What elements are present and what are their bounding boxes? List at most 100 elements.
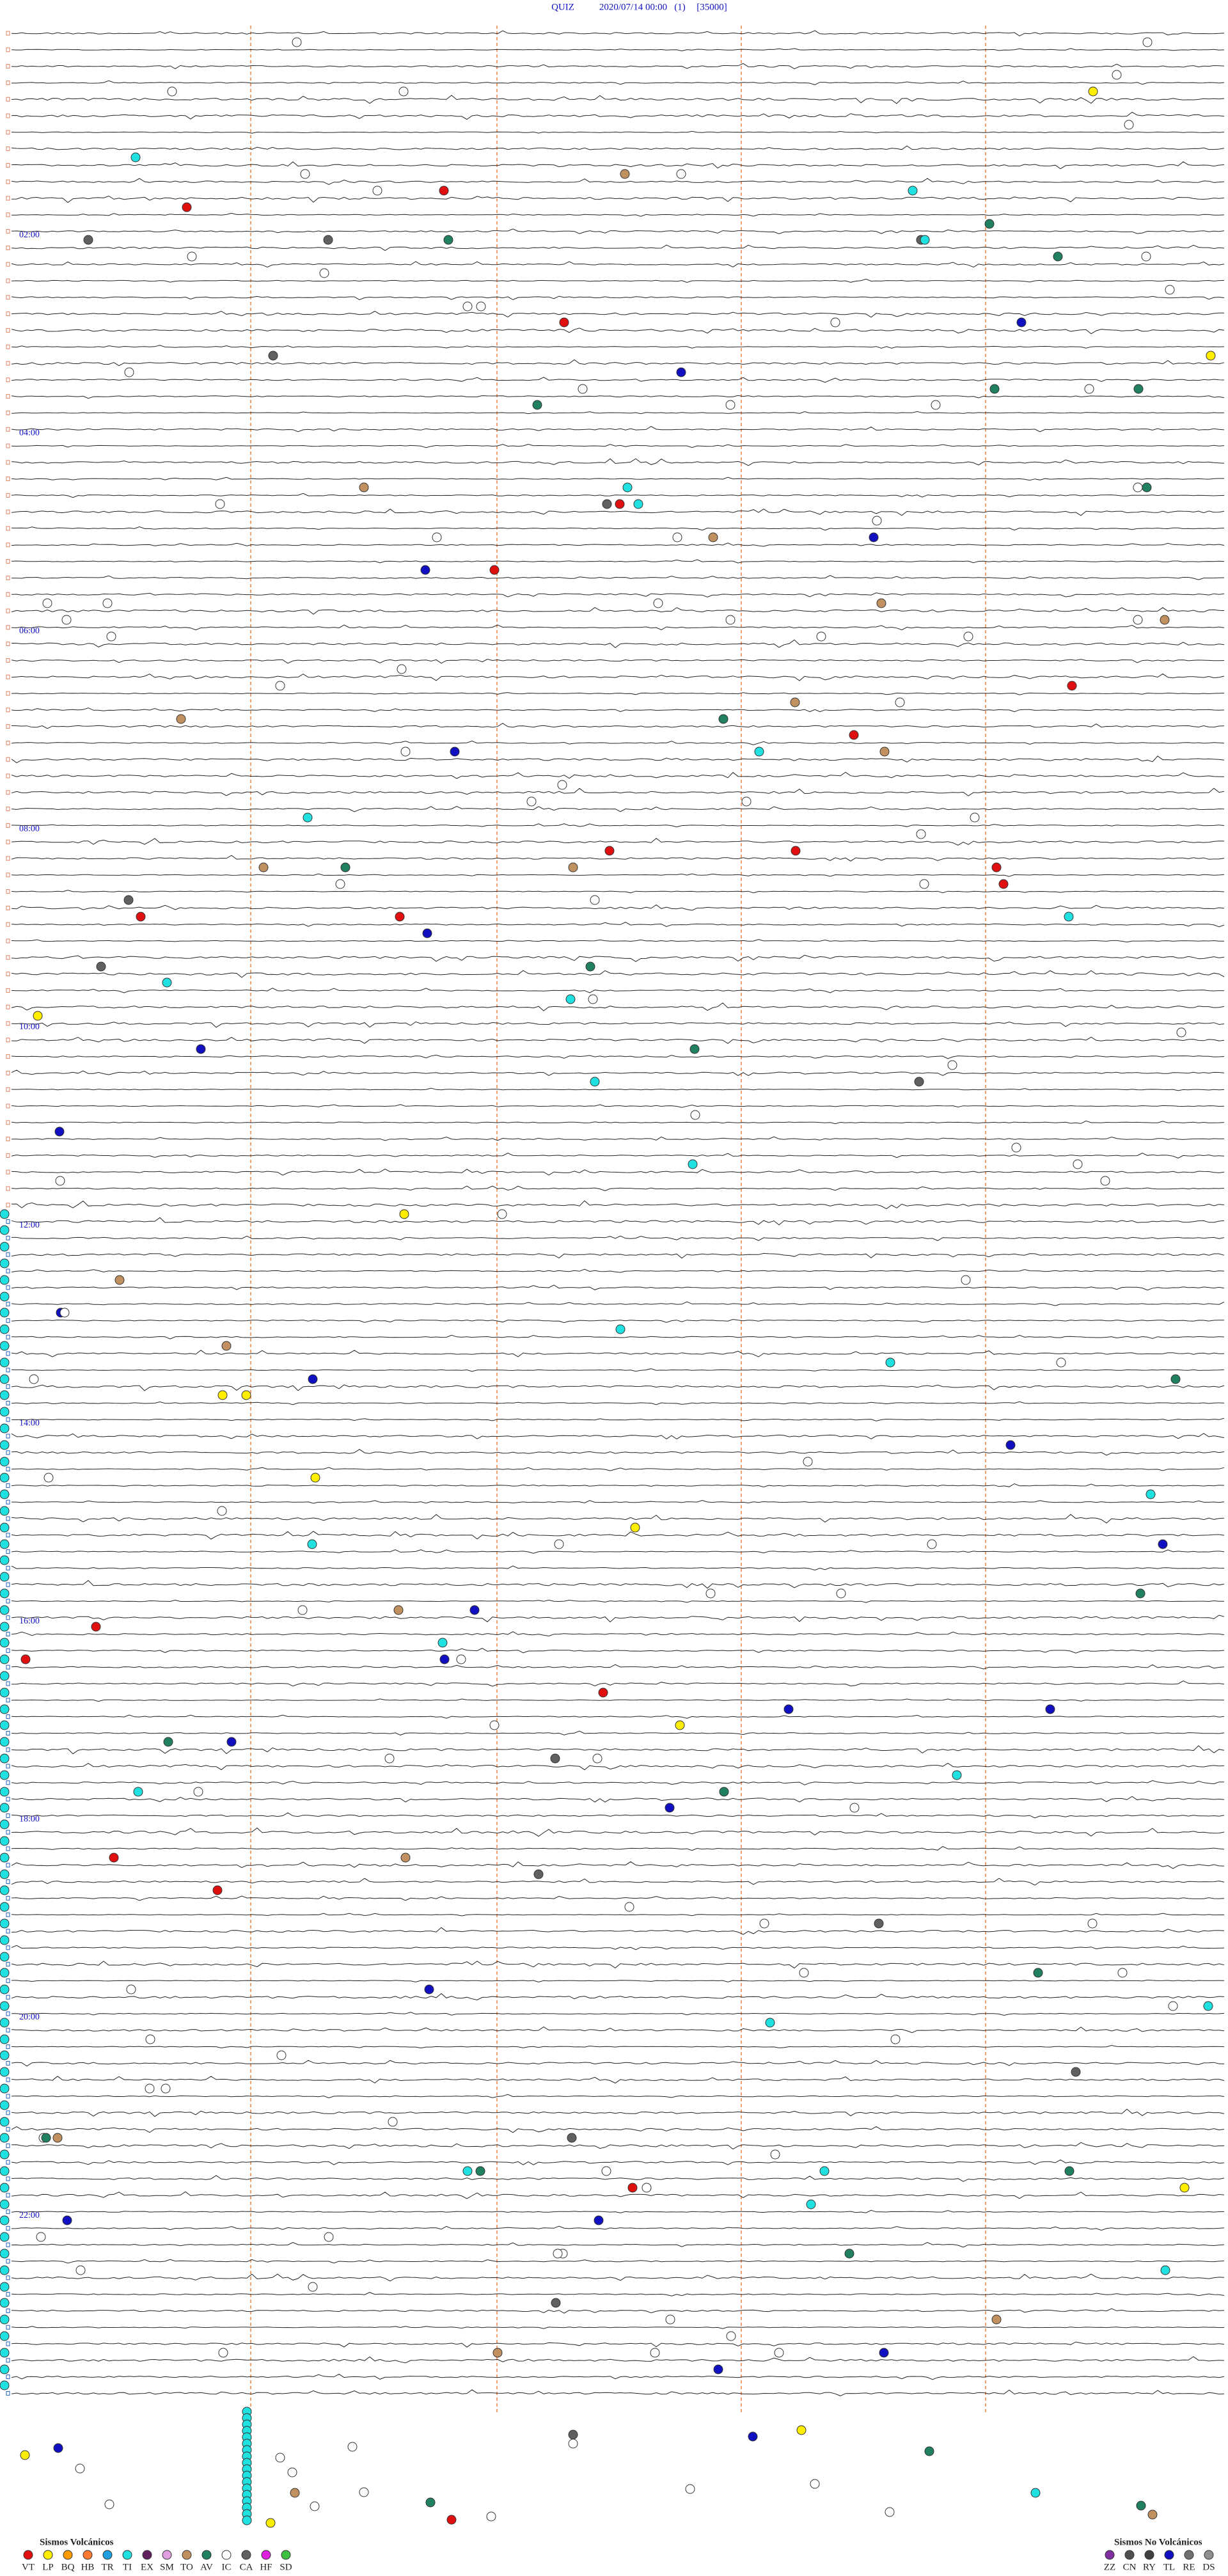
legend-code: SD [279,2562,292,2572]
event-marker [187,251,197,262]
seismic-trace [11,1993,1225,2001]
event-marker [890,2034,901,2044]
row-tick [6,1978,10,1983]
seismic-trace [11,707,1225,713]
event-marker [0,1357,10,1368]
legend-code: CN [1123,2562,1137,2572]
row-tick [6,1368,10,1373]
event-marker [130,152,141,162]
event-marker [998,879,1009,889]
event-marker [748,2431,758,2442]
seismic-trace [11,1615,1225,1623]
event-marker [0,1869,10,1879]
event-marker [193,1787,203,1797]
seismic-trace [11,2159,1225,2165]
seismic-trace [11,592,1225,597]
event-marker [0,1457,10,1467]
seismic-trace [11,2027,1225,2034]
event-marker [685,2484,695,2494]
station: QUIZ [551,2,574,12]
event-marker [1087,1918,1098,1929]
seismic-trace [11,161,1225,170]
seismic-trace [11,2326,1225,2329]
row-tick [6,839,10,844]
event-marker [53,2443,63,2453]
event-marker [590,895,600,905]
seismic-trace [11,559,1225,564]
event-marker [420,565,430,575]
seismic-trace [11,1714,1225,1719]
event-marker [1005,1440,1016,1450]
event-marker [675,1720,685,1730]
seismic-trace [11,278,1225,283]
event-marker [0,2380,10,2390]
event-marker [688,1159,698,1169]
row-tick [6,1400,10,1405]
event-marker [319,268,329,278]
row-tick [6,1797,10,1802]
row-tick [6,542,10,548]
event-marker [885,1357,895,1368]
seismic-trace [11,1252,1225,1259]
seismic-trace [11,359,1225,367]
seismic-trace [11,130,1225,134]
event-marker [310,1473,320,1483]
seismic-trace [11,2356,1225,2364]
event-marker [765,2018,775,2028]
legend-swatch [1144,2550,1154,2560]
event-marker [0,1242,10,1252]
event-marker [242,2515,252,2525]
seismic-trace [11,1152,1225,1158]
row-tick [6,575,10,580]
row-tick [6,988,10,993]
seismic-trace [11,1648,1225,1654]
event-marker [0,1803,10,1813]
row-tick [6,1533,10,1538]
event-marker [43,1473,54,1483]
event-marker [650,2348,660,2358]
event-marker [0,1209,10,1219]
event-marker [437,1638,448,1648]
event-marker [0,2265,10,2275]
hour-label: 04:00 [19,428,40,438]
seismic-trace [11,111,1225,120]
legend-code: TR [101,2562,113,2572]
event-marker [0,1275,10,1285]
event-markers [0,37,1216,2528]
seismic-trace [11,1877,1225,1886]
row-tick [6,740,10,745]
seismic-trace [11,1036,1225,1044]
seismic-trace [11,1698,1225,1702]
row-tick [6,2308,10,2313]
event-marker [0,1787,10,1797]
row-tick [6,2375,10,2380]
event-marker [624,1902,634,1912]
seismic-trace [11,805,1225,812]
event-marker [622,482,633,493]
seismic-trace [11,1913,1224,1916]
event-marker [0,1902,10,1912]
row-tick [6,2060,10,2066]
event-marker [1133,615,1143,625]
row-tick [6,1137,10,1142]
legend-code: SM [160,2562,174,2572]
legend-code: VT [22,2562,35,2572]
seismic-trace [11,145,1225,150]
event-marker [0,2364,10,2375]
event-marker [456,1654,466,1664]
event-marker [217,1390,228,1400]
row-tick [6,31,10,36]
row-tick [6,2176,10,2181]
event-marker [0,2149,10,2160]
row-tick [6,1962,10,1967]
seismic-trace [11,1927,1225,1935]
event-marker [162,977,172,988]
legend-code: TL [1163,2562,1175,2572]
event-marker [1145,1489,1156,1499]
event-marker [1179,2183,1190,2193]
event-marker [145,2083,155,2094]
row-tick [6,312,10,317]
event-marker [0,2133,10,2143]
seismic-trace [11,95,1225,104]
event-marker [615,1324,626,1334]
